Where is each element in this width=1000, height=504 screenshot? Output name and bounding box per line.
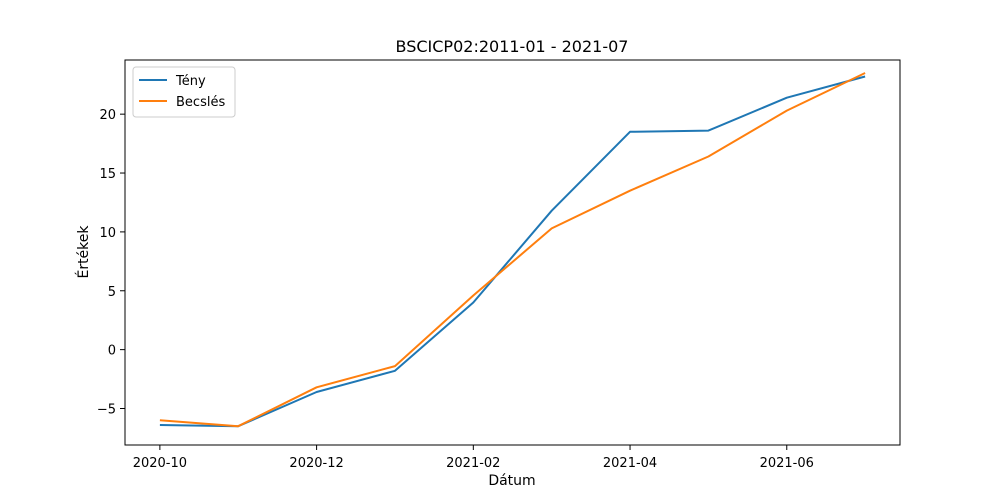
y-axis-label: Értékek bbox=[75, 225, 92, 279]
series-line-becsles bbox=[159, 72, 866, 428]
y-tick-label: 10 bbox=[99, 226, 116, 241]
legend: Tény Becslés bbox=[132, 66, 236, 118]
y-tick-label: 5 bbox=[108, 285, 116, 300]
legend-label: Becslés bbox=[176, 95, 225, 110]
x-tick-label: 2021-06 bbox=[760, 456, 814, 471]
series-lines bbox=[159, 72, 866, 428]
y-tick-label: 15 bbox=[99, 167, 116, 182]
x-tick-label: 2020-12 bbox=[289, 456, 343, 471]
series-line-teny bbox=[159, 75, 866, 428]
y-tick-label: 20 bbox=[99, 108, 116, 123]
legend-label: Tény bbox=[175, 74, 206, 89]
chart-title: BSCICP02:2011-01 - 2021-07 bbox=[396, 37, 629, 56]
x-tick-label: 2020-10 bbox=[133, 456, 187, 471]
x-axis-label: Dátum bbox=[488, 473, 535, 489]
axes: −5 0 5 10 15 20 2020-10 2020-12 2021-02 2021-04 20… bbox=[97, 108, 814, 471]
x-tick-label: 2021-02 bbox=[446, 456, 500, 471]
y-tick-label: −5 bbox=[97, 403, 116, 418]
x-tick-label: 2021-04 bbox=[603, 456, 657, 471]
y-tick-label: 0 bbox=[108, 344, 116, 359]
plot-area-frame bbox=[124, 59, 901, 446]
